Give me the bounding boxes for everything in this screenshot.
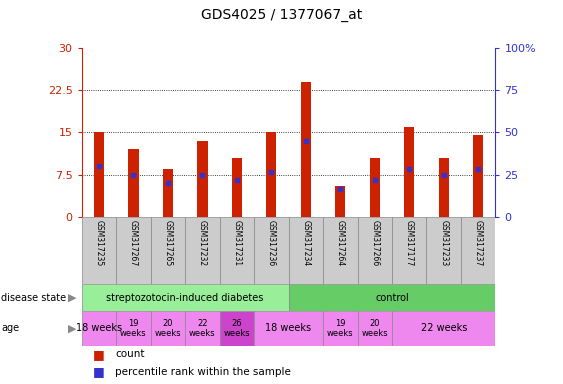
Text: GSM317237: GSM317237: [473, 220, 482, 266]
Text: GSM317267: GSM317267: [129, 220, 138, 266]
FancyBboxPatch shape: [358, 311, 392, 346]
FancyBboxPatch shape: [427, 217, 461, 284]
FancyBboxPatch shape: [220, 217, 254, 284]
Text: disease state: disease state: [1, 293, 66, 303]
FancyBboxPatch shape: [82, 311, 116, 346]
FancyBboxPatch shape: [461, 217, 495, 284]
Text: 19
weeks: 19 weeks: [327, 319, 354, 338]
Text: GSM317232: GSM317232: [198, 220, 207, 266]
Text: GSM317231: GSM317231: [233, 220, 242, 266]
FancyBboxPatch shape: [254, 217, 289, 284]
Text: GSM317265: GSM317265: [163, 220, 172, 266]
FancyBboxPatch shape: [289, 217, 323, 284]
Text: GSM317266: GSM317266: [370, 220, 379, 266]
Text: age: age: [1, 323, 19, 333]
Bar: [301, 82, 311, 217]
FancyBboxPatch shape: [323, 217, 358, 284]
Text: ■: ■: [93, 365, 105, 378]
FancyBboxPatch shape: [392, 217, 427, 284]
Text: GSM317236: GSM317236: [267, 220, 276, 266]
FancyBboxPatch shape: [82, 284, 289, 311]
FancyBboxPatch shape: [185, 217, 220, 284]
Bar: [128, 149, 138, 217]
Text: ▶: ▶: [68, 293, 76, 303]
Text: 22
weeks: 22 weeks: [189, 319, 216, 338]
FancyBboxPatch shape: [358, 217, 392, 284]
Text: GSM317264: GSM317264: [336, 220, 345, 266]
FancyBboxPatch shape: [151, 311, 185, 346]
Bar: [231, 158, 242, 217]
Bar: [266, 132, 276, 217]
Text: 20
weeks: 20 weeks: [361, 319, 388, 338]
Text: streptozotocin-induced diabetes: streptozotocin-induced diabetes: [106, 293, 264, 303]
Text: control: control: [375, 293, 409, 303]
FancyBboxPatch shape: [254, 311, 323, 346]
Text: count: count: [115, 349, 145, 359]
FancyBboxPatch shape: [185, 311, 220, 346]
Text: GSM317235: GSM317235: [95, 220, 104, 266]
Text: 22 weeks: 22 weeks: [421, 323, 467, 333]
Text: 20
weeks: 20 weeks: [154, 319, 181, 338]
Text: 19
weeks: 19 weeks: [120, 319, 147, 338]
Text: ■: ■: [93, 348, 105, 361]
FancyBboxPatch shape: [220, 311, 254, 346]
Bar: [404, 127, 414, 217]
Text: 18 weeks: 18 weeks: [76, 323, 122, 333]
Text: 18 weeks: 18 weeks: [266, 323, 311, 333]
FancyBboxPatch shape: [116, 217, 151, 284]
FancyBboxPatch shape: [116, 311, 151, 346]
FancyBboxPatch shape: [323, 311, 358, 346]
FancyBboxPatch shape: [289, 284, 495, 311]
Bar: [439, 158, 449, 217]
Bar: [197, 141, 208, 217]
FancyBboxPatch shape: [151, 217, 185, 284]
FancyBboxPatch shape: [82, 217, 116, 284]
Text: percentile rank within the sample: percentile rank within the sample: [115, 366, 291, 377]
FancyBboxPatch shape: [392, 311, 495, 346]
Bar: [335, 186, 346, 217]
Text: GDS4025 / 1377067_at: GDS4025 / 1377067_at: [201, 8, 362, 22]
Bar: [473, 135, 484, 217]
Bar: [163, 169, 173, 217]
Bar: [369, 158, 380, 217]
Text: GSM317234: GSM317234: [301, 220, 310, 266]
Text: 26
weeks: 26 weeks: [224, 319, 250, 338]
Text: GSM317233: GSM317233: [439, 220, 448, 266]
Bar: [93, 132, 104, 217]
Text: ▶: ▶: [68, 323, 76, 333]
Text: GSM317177: GSM317177: [405, 220, 414, 266]
